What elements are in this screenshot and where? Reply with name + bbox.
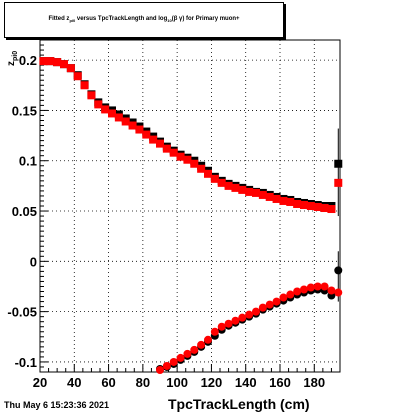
data-point-circle <box>162 361 171 370</box>
data-point-square <box>53 58 62 67</box>
timestamp: Thu May 6 15:23:36 2021 <box>4 400 110 410</box>
y-tick-label: -0.05 <box>7 305 37 320</box>
x-tick-label: 120 <box>201 375 223 390</box>
data-point-square <box>66 64 75 73</box>
x-tick-label: 160 <box>269 375 291 390</box>
data-point-square <box>217 178 226 187</box>
data-point-square <box>39 57 48 66</box>
x-tick-label: 180 <box>303 375 325 390</box>
x-tick-label: 40 <box>67 375 81 390</box>
data-point-square <box>258 190 267 199</box>
data-point-square <box>313 203 322 212</box>
data-point-circle <box>327 286 336 295</box>
data-point-circle <box>190 345 199 354</box>
data-point-square <box>87 91 96 100</box>
data-point-circle <box>279 293 288 302</box>
data-point-square <box>149 135 158 144</box>
data-point-circle <box>210 327 219 336</box>
data-point-circle <box>293 287 302 296</box>
x-tick-label: 80 <box>136 375 150 390</box>
data-point-circle <box>320 282 329 291</box>
data-point-square <box>293 199 302 208</box>
data-point-square <box>190 159 199 168</box>
y-axis-label: zpi0 <box>6 50 19 66</box>
data-point-square <box>169 148 178 157</box>
data-point-square <box>286 197 295 206</box>
data-point-square <box>94 100 103 109</box>
data-point-square <box>272 194 281 203</box>
data-point-circle <box>169 357 178 366</box>
y-tick-label: 0 <box>30 254 37 269</box>
y-tick-label: 0.15 <box>12 103 37 118</box>
data-point-circle <box>300 285 308 294</box>
data-point-circle <box>217 322 226 331</box>
data-point-square <box>231 183 240 192</box>
data-point-circle <box>197 340 206 349</box>
x-axis-label: TpcTrackLength (cm) <box>168 396 310 412</box>
data-point-square <box>121 117 130 126</box>
data-point-square <box>327 205 336 214</box>
data-point-square <box>265 192 274 201</box>
axes: 20 40 60 80 100 120 140 160 180 -0.1 -0.05 0 0.05 0.1… <box>7 39 341 390</box>
data-point-circle <box>258 303 267 312</box>
y-tick-label: 0.1 <box>19 154 37 169</box>
y-tick-label: 0.2 <box>19 53 37 68</box>
data-point-circle <box>156 365 164 374</box>
data-point-circle <box>183 349 192 358</box>
data-point-circle <box>176 353 185 362</box>
x-tick-label: 140 <box>235 375 257 390</box>
data-point-circle <box>334 288 343 297</box>
data-point-square <box>300 200 308 209</box>
data-point-square <box>156 139 164 148</box>
data-point-square <box>252 188 260 197</box>
y-tick-label: -0.1 <box>15 355 37 370</box>
data-point-square <box>334 159 343 168</box>
data-point-square <box>279 196 288 205</box>
data-point-circle <box>204 335 212 344</box>
data-point-circle <box>272 297 281 306</box>
data-point-square <box>46 57 55 66</box>
data-point-square <box>80 81 89 90</box>
data-point-circle <box>286 290 295 299</box>
data-point-square <box>128 121 137 130</box>
data-point-circle <box>252 307 260 316</box>
data-point-square <box>176 152 185 161</box>
data-point-circle <box>224 319 233 328</box>
data-point-square <box>114 113 123 122</box>
data-point-square <box>238 185 247 194</box>
data-point-square <box>224 181 233 190</box>
data-point-circle <box>245 310 254 319</box>
data-point-square <box>101 105 110 114</box>
data-point-circle <box>306 283 315 292</box>
data-point-circle <box>334 266 343 275</box>
data-point-square <box>142 130 151 139</box>
x-tick-label: 60 <box>101 375 115 390</box>
data-point-square <box>135 125 144 134</box>
x-tick-label: 100 <box>166 375 188 390</box>
data-point-square <box>210 174 219 183</box>
chart-title: Fitted zpi0 versus TpcTrackLength and lo… <box>48 16 240 24</box>
data-point-circle <box>265 300 274 309</box>
data-point-square <box>204 169 212 178</box>
data-point-square <box>334 178 343 187</box>
data-point-square <box>183 155 192 164</box>
data-point-square <box>320 204 329 213</box>
title-box: Fitted zpi0 versus TpcTrackLength and lo… <box>4 2 284 38</box>
data-point-circle <box>238 313 247 322</box>
data-point-square <box>306 202 315 210</box>
data-point-square <box>73 72 82 81</box>
data-point-square <box>60 60 68 69</box>
data-point-square <box>108 109 116 118</box>
data-point-circle <box>231 316 240 325</box>
data-point-square <box>162 144 171 153</box>
data-markers <box>39 57 343 374</box>
data-point-square <box>245 187 254 196</box>
data-point-circle <box>313 282 322 291</box>
data-point-square <box>197 164 206 173</box>
y-tick-label: 0.05 <box>12 204 37 219</box>
x-tick-label: 20 <box>33 375 47 390</box>
